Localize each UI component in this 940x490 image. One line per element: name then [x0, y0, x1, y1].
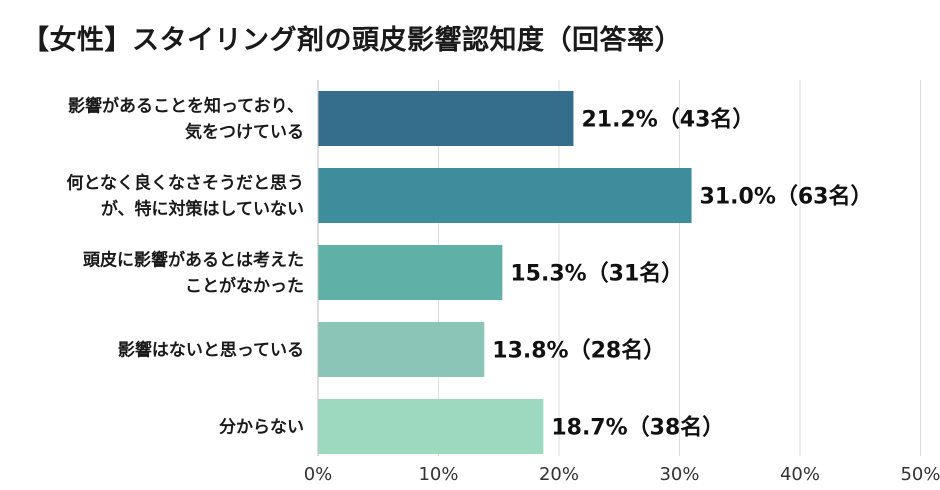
x-tick-label: 0%: [304, 464, 333, 485]
category-label: 頭皮に影響があるとは考えた: [83, 250, 304, 271]
data-label: 21.2%（43名）: [581, 107, 754, 133]
bar: [318, 245, 503, 300]
x-tick-label: 50%: [900, 464, 940, 485]
category-label: 分からない: [219, 418, 304, 438]
category-label: 何となく良くなさそうだと思う: [67, 173, 305, 194]
chart-title: 【女性】スタイリング剤の頭皮影響認知度（回答率）: [22, 25, 682, 56]
bar: [318, 322, 485, 377]
data-label: 15.3%（31名）: [510, 261, 683, 287]
category-label: が、特に対策はしていない: [101, 199, 304, 220]
category-label: 影響はないと思っている: [118, 340, 304, 361]
category-label: ことがなかった: [185, 276, 304, 297]
data-label: 13.8%（28名）: [492, 338, 665, 364]
x-tick-label: 40%: [780, 464, 820, 485]
category-label: 気をつけている: [184, 122, 304, 143]
data-label: 31.0%（63名）: [700, 184, 873, 210]
x-tick-label: 10%: [418, 464, 458, 485]
bar: [318, 168, 692, 223]
x-tick-label: 20%: [539, 464, 579, 485]
bar: [318, 91, 574, 146]
x-tick-label: 30%: [659, 464, 699, 485]
bar: [318, 399, 544, 454]
category-label: 影響があることを知っており、: [68, 96, 304, 117]
data-label: 18.7%（38名）: [551, 415, 724, 441]
